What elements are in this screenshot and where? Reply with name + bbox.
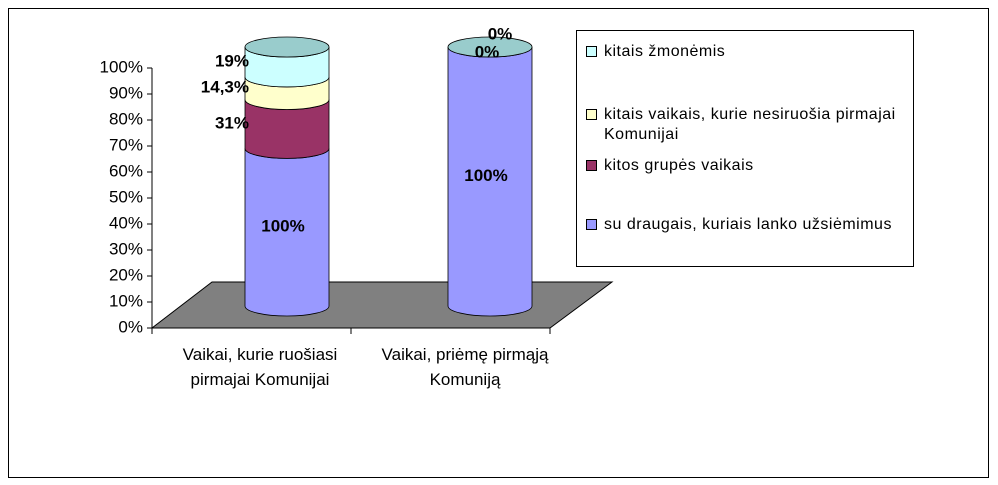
y-tick-label: 90% [109,83,143,102]
y-tick-label: 60% [109,161,143,180]
y-tick-label: 10% [109,291,143,310]
legend-swatch [586,160,597,171]
y-tick-label: 0% [118,317,143,336]
data-label: 31% [215,113,249,132]
y-tick-label: 70% [109,135,143,154]
data-label: 19% [215,51,249,70]
legend-swatch [586,46,597,57]
y-tick-label: 30% [109,239,143,258]
data-label: 0% [475,42,500,61]
y-tick-label: 20% [109,265,143,284]
legend-label: kitais žmonėmis [604,43,726,60]
data-label: 14,3% [201,78,249,97]
legend-swatch [586,219,597,230]
legend-label: kitos grupės vaikais [604,157,754,174]
legend-box [576,30,914,267]
floor [150,281,614,329]
cylinder-top [447,36,533,58]
x-tick-label: Vaikai, priėmę pirmąją Komuniją [381,345,549,389]
y-tick-label: 80% [109,109,143,128]
y-tick-label: 40% [109,213,143,232]
legend-label: su draugais, kuriais lanko užsiėmimus [604,216,892,233]
x-tick-label: Vaikai, kurie ruošiasi pirmajai Komunija… [182,345,338,389]
data-label: 100% [464,166,507,185]
data-label: 100% [261,217,304,236]
y-tick-label: 50% [109,187,143,206]
legend-swatch [586,109,597,120]
legend-label: kitais vaikais, kurie nesiruošia pirmaja… [604,106,896,143]
data-label: 0% [488,24,513,43]
y-tick-label: 100% [100,57,143,76]
cylinder-top [244,36,330,58]
